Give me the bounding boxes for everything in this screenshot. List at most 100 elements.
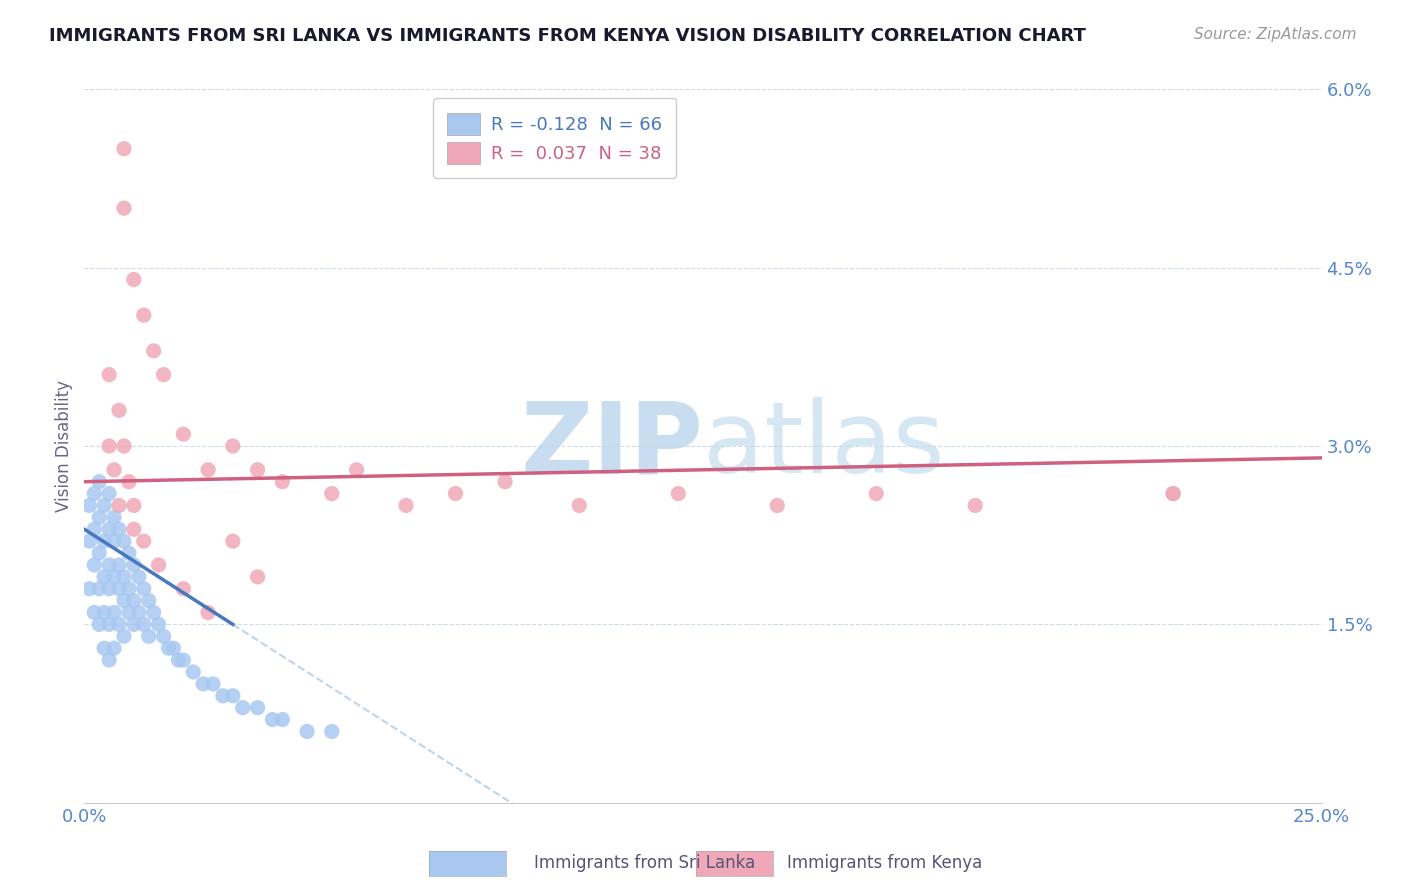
Point <box>965 499 987 513</box>
Point <box>181 665 204 679</box>
Point <box>246 570 269 584</box>
Point <box>132 582 155 596</box>
Point <box>112 439 135 453</box>
Text: ZIP: ZIP <box>520 398 703 494</box>
Text: Immigrants from Sri Lanka: Immigrants from Sri Lanka <box>534 855 755 872</box>
Point <box>83 486 105 500</box>
Point <box>271 713 294 727</box>
Point <box>122 499 145 513</box>
Point <box>79 582 101 596</box>
Point <box>138 593 160 607</box>
Point <box>108 582 131 596</box>
Point <box>112 142 135 156</box>
Point <box>138 629 160 643</box>
Point <box>122 558 145 572</box>
Text: IMMIGRANTS FROM SRI LANKA VS IMMIGRANTS FROM KENYA VISION DISABILITY CORRELATION: IMMIGRANTS FROM SRI LANKA VS IMMIGRANTS … <box>49 27 1085 45</box>
Point <box>108 522 131 536</box>
Point <box>98 368 121 382</box>
Point <box>98 522 121 536</box>
Point <box>103 570 125 584</box>
Point <box>246 463 269 477</box>
Point <box>122 272 145 286</box>
Point <box>93 570 115 584</box>
Point <box>1161 486 1184 500</box>
Point <box>766 499 789 513</box>
Point <box>93 499 115 513</box>
Point <box>128 570 150 584</box>
Point <box>865 486 887 500</box>
Point <box>83 558 105 572</box>
Point <box>346 463 368 477</box>
Point <box>152 629 174 643</box>
Point <box>83 522 105 536</box>
Point <box>112 534 135 549</box>
Point <box>132 617 155 632</box>
Point <box>112 570 135 584</box>
Point <box>108 499 131 513</box>
Point <box>112 201 135 215</box>
Point <box>103 463 125 477</box>
Point <box>172 427 194 442</box>
Point <box>108 558 131 572</box>
Point <box>79 499 101 513</box>
Point <box>494 475 516 489</box>
Point <box>395 499 418 513</box>
Point <box>1161 486 1184 500</box>
Point <box>93 534 115 549</box>
Point <box>197 606 219 620</box>
Point <box>118 546 141 560</box>
Point <box>202 677 225 691</box>
Point <box>271 475 294 489</box>
Point <box>246 700 269 714</box>
Point <box>89 510 111 524</box>
Point <box>666 486 689 500</box>
Point <box>222 439 245 453</box>
Point <box>222 689 245 703</box>
Point <box>98 486 121 500</box>
Point <box>232 700 254 714</box>
Point <box>122 522 145 536</box>
Point <box>108 403 131 417</box>
Point <box>98 558 121 572</box>
Point <box>167 653 190 667</box>
Point <box>197 463 219 477</box>
Text: atlas: atlas <box>703 398 945 494</box>
Point <box>157 641 180 656</box>
Point <box>152 368 174 382</box>
Point <box>112 629 135 643</box>
Point <box>262 713 284 727</box>
Point <box>122 593 145 607</box>
Point <box>148 558 170 572</box>
Point <box>132 308 155 322</box>
Point <box>222 534 245 549</box>
Point <box>118 475 141 489</box>
Point <box>93 641 115 656</box>
Text: Source: ZipAtlas.com: Source: ZipAtlas.com <box>1194 27 1357 42</box>
Legend: R = -0.128  N = 66, R =  0.037  N = 38: R = -0.128 N = 66, R = 0.037 N = 38 <box>433 98 676 178</box>
Point <box>142 606 165 620</box>
Point <box>103 606 125 620</box>
Point <box>98 617 121 632</box>
Point <box>568 499 591 513</box>
Point <box>212 689 235 703</box>
Point <box>172 582 194 596</box>
Point <box>295 724 318 739</box>
Point <box>79 534 101 549</box>
Point <box>89 475 111 489</box>
Point <box>103 510 125 524</box>
Point <box>103 534 125 549</box>
Point <box>98 439 121 453</box>
Point <box>98 653 121 667</box>
Point <box>191 677 214 691</box>
Point <box>112 593 135 607</box>
Point <box>321 724 343 739</box>
Point <box>93 606 115 620</box>
Point <box>444 486 467 500</box>
Point <box>118 582 141 596</box>
Y-axis label: Vision Disability: Vision Disability <box>55 380 73 512</box>
Point <box>321 486 343 500</box>
Point <box>148 617 170 632</box>
Point <box>118 606 141 620</box>
Point <box>128 606 150 620</box>
Text: Immigrants from Kenya: Immigrants from Kenya <box>787 855 983 872</box>
